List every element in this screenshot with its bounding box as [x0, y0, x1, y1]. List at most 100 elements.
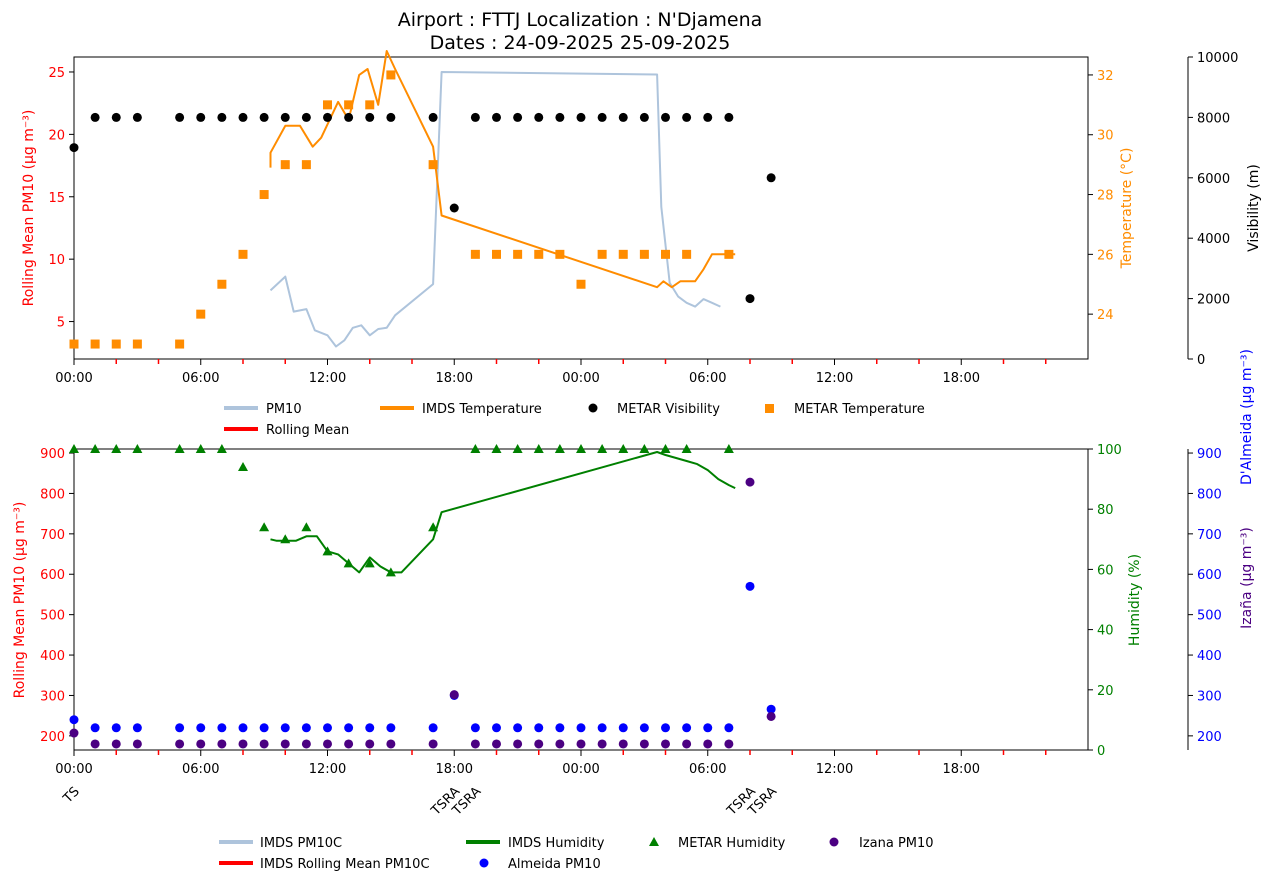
metar-visibility-point	[449, 203, 459, 213]
izana-pm10-point	[217, 739, 227, 749]
izana-pm10-point	[323, 739, 332, 749]
izana-pm10-point	[513, 739, 523, 749]
metar-temperature-point	[618, 249, 628, 259]
metar-humidity-point	[259, 522, 270, 532]
metar-temperature-point	[386, 70, 396, 80]
metar-temperature-point	[344, 100, 354, 110]
metar-temperature-point	[69, 339, 79, 349]
izana-pm10-point	[132, 739, 142, 749]
izana-pm10-point	[344, 739, 354, 749]
top-pm10-axis-tick-label: 5	[57, 316, 65, 331]
top-x-tick-label: 00:00	[562, 371, 599, 386]
top-pm10-axis-tick-label: 25	[48, 66, 65, 81]
metar-humidity-point	[301, 522, 312, 532]
metar-humidity-point	[491, 444, 502, 453]
metar-humidity-point	[428, 522, 439, 532]
bottom-humidity-axis-label: Humidity (%)	[1127, 554, 1143, 646]
izana-pm10-point	[576, 739, 586, 749]
legend-izana-label: Izana PM10	[859, 836, 934, 851]
metar-visibility-point	[724, 112, 734, 122]
izana-pm10-point	[449, 690, 459, 700]
metar-visibility-point	[470, 112, 480, 122]
top-temperature-axis-tick-label: 26	[1097, 248, 1114, 263]
metar-temperature-point	[323, 100, 332, 110]
almeida-pm10-point	[661, 723, 670, 733]
top-temperature-axis-tick-label: 32	[1097, 69, 1114, 84]
metar-visibility-point	[639, 112, 649, 122]
top-x-tick-label: 00:00	[55, 371, 92, 386]
top-pm10-axis-tick-label: 10	[48, 253, 65, 268]
almeida-pm10-point	[555, 723, 565, 733]
izana-pm10-point	[301, 739, 311, 749]
metar-temperature-point	[196, 309, 206, 319]
metar-temperature-point	[90, 339, 100, 349]
izana-pm10-point	[724, 739, 734, 749]
legend-metar-visibility-label: METAR Visibility	[617, 402, 720, 417]
metar-visibility-point	[428, 112, 438, 122]
metar-temperature-point	[724, 249, 734, 259]
bottom-legend: IMDS PM10C IMDS Humidity METAR Humidity …	[219, 836, 934, 872]
almeida-pm10-point	[470, 723, 480, 733]
almeida-pm10-point	[175, 723, 185, 733]
almeida-pm10-point	[132, 723, 142, 733]
metar-visibility-point	[196, 112, 206, 122]
metar-temperature-point	[428, 160, 438, 170]
almeida-pm10-point	[90, 723, 100, 733]
metar-visibility-point	[344, 112, 354, 122]
izana-pm10-point	[90, 739, 100, 749]
top-visibility-axis-tick-label: 2000	[1197, 293, 1230, 308]
almeida-pm10-point	[69, 715, 79, 725]
metar-visibility-point	[238, 112, 248, 122]
legend-imds-pm10c-label: IMDS PM10C	[260, 836, 342, 851]
legend-metar-visibility-marker	[588, 403, 598, 413]
top-x-tick-label: 12:00	[309, 371, 346, 386]
almeida-axis-tick-label: 700	[1197, 528, 1222, 543]
almeida-axis-tick-label: 500	[1197, 609, 1222, 624]
metar-visibility-point	[175, 112, 185, 122]
metar-humidity-point	[195, 444, 206, 453]
metar-visibility-point	[132, 112, 142, 122]
metar-visibility-point	[323, 112, 332, 122]
metar-humidity-point	[554, 444, 565, 453]
almeida-pm10-point	[576, 723, 586, 733]
izana-pm10-point	[280, 739, 290, 749]
izana-pm10-point	[766, 711, 776, 721]
metar-temperature-point	[217, 279, 227, 289]
top-x-tick-label: 06:00	[689, 371, 726, 386]
bottom-x-tick-label: 06:00	[182, 762, 219, 777]
metar-visibility-point	[386, 112, 396, 122]
metar-temperature-point	[111, 339, 121, 349]
almeida-pm10-point	[703, 723, 713, 733]
legend-metar-temperature-marker	[765, 404, 774, 413]
bottom-left-axis-label: Rolling Mean PM10 (μg m⁻³)	[12, 502, 28, 699]
bottom-humidity-axis-tick-label: 40	[1097, 624, 1114, 639]
bottom-x-tick-label: 12:00	[816, 762, 853, 777]
bottom-x-tick-label: 18:00	[436, 762, 473, 777]
weather-code-label: TS	[60, 784, 83, 807]
metar-temperature-point	[576, 279, 586, 289]
almeida-axis-tick-label: 300	[1197, 689, 1222, 704]
metar-humidity-point	[343, 558, 354, 568]
pm10-line	[269, 71, 721, 348]
almeida-axis-label: D'Almeida (μg m⁻³)	[1239, 349, 1255, 485]
almeida-pm10-point	[745, 581, 755, 591]
izana-pm10-point	[745, 477, 755, 487]
bottom-x-tick-label: 06:00	[689, 762, 726, 777]
bottom-humidity-axis-tick-label: 80	[1097, 503, 1114, 518]
almeida-pm10-point	[682, 723, 692, 733]
top-x-tick-label: 18:00	[943, 371, 980, 386]
metar-temperature-point	[301, 160, 311, 170]
top-visibility-axis-label: Visibility (m)	[1246, 164, 1262, 252]
metar-humidity-point	[385, 567, 396, 577]
metar-visibility-point	[597, 112, 607, 122]
metar-visibility-point	[661, 112, 670, 122]
metar-visibility-point	[217, 112, 227, 122]
metar-visibility-point	[69, 143, 79, 153]
almeida-pm10-point	[365, 723, 375, 733]
metar-humidity-point	[470, 444, 481, 453]
metar-visibility-point	[766, 173, 776, 183]
legend-imds-rolling-label: IMDS Rolling Mean PM10C	[260, 857, 430, 872]
legend-izana-marker	[829, 837, 839, 847]
legend-metar-humidity-label: METAR Humidity	[678, 836, 786, 851]
